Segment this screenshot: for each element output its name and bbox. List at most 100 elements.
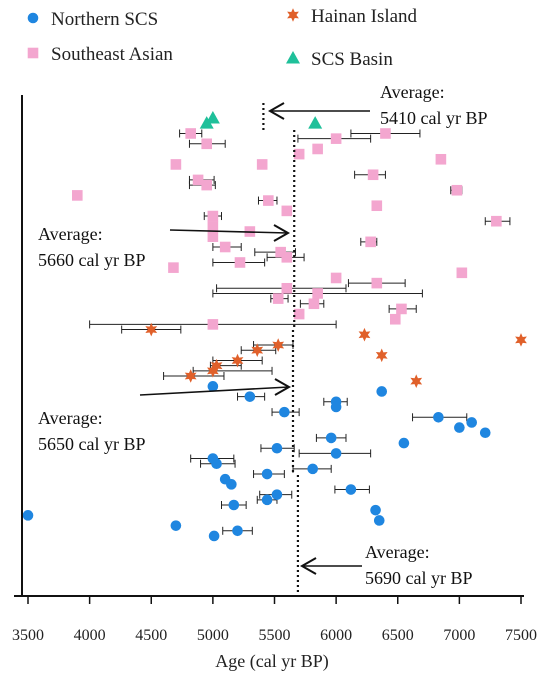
data-point [207,231,219,242]
data-point [365,236,376,248]
data-point [345,484,357,495]
average-arrow [139,386,290,396]
average-arrow [169,229,289,234]
data-point [208,530,220,542]
data-point [263,195,274,206]
data-point [330,133,342,144]
data-point [145,322,158,337]
legend-marker-square [27,47,39,59]
data-point [466,417,478,428]
data-point [325,432,337,444]
legend-label: SCS Basin [311,49,393,70]
average-value: 5660 cal yr BP [38,250,146,270]
data-point [371,200,383,212]
data-point [207,381,219,392]
data-point [185,128,196,139]
data-point [281,282,293,294]
data-point [293,308,305,320]
data-point [206,364,219,378]
data-point [261,494,273,506]
legend-marker-circle [27,12,39,24]
data-point [376,386,388,397]
arrowhead [267,102,285,120]
data-point [251,343,264,357]
data-point [307,463,319,475]
x-tick-label: 5500 [259,627,291,644]
data-point [293,148,305,160]
data-point [396,303,407,315]
data-point [210,358,223,373]
average-label: Average: [380,82,445,102]
data-point [389,313,401,325]
data-point [211,458,222,470]
data-point [228,499,240,511]
average-annotation: Average: 5690 cal yr BP [299,542,473,588]
data-point [279,406,290,418]
data-point [373,515,385,526]
x-axis-title: Age (cal yr BP) [215,651,328,672]
data-point [271,489,283,500]
arrowhead [299,557,317,575]
data-point [72,190,83,201]
data-point [371,277,383,289]
data-point [207,210,219,222]
data-point [184,369,197,383]
data-point [398,437,410,449]
data-point [308,298,320,310]
data-point [515,333,527,347]
average-value: 5690 cal yr BP [365,568,473,588]
data-point [231,353,244,368]
x-tick-label: 7000 [443,627,475,644]
x-tick-label: 3500 [12,627,44,644]
data-point [207,221,219,232]
data-point [367,169,379,181]
error-bar [216,284,347,293]
data-point [491,215,502,227]
data-point [201,179,213,191]
data-point [281,252,293,263]
x-tick-label: 6000 [320,627,352,644]
data-point [22,510,34,521]
data-point [272,338,285,352]
data-point [308,116,323,129]
data-point [456,267,468,279]
data-point [232,525,243,537]
average-label: Average: [38,224,103,244]
data-point [454,422,465,433]
arrowhead [273,224,291,242]
x-tick-label: 4000 [74,627,106,644]
data-point [226,479,237,490]
data-markers [22,111,527,542]
data-point [201,138,213,150]
data-point [244,391,256,402]
data-point [370,504,381,516]
x-tick-label: 5000 [197,627,229,644]
x-tick-label: 4500 [135,627,167,644]
average-annotation: Average: 5660 cal yr BP [38,224,291,270]
arrowhead [274,378,292,396]
data-point [479,427,491,439]
legend-marker-star [287,8,299,22]
legend-label: Southeast Asian [51,44,173,65]
average-value: 5650 cal yr BP [38,434,146,454]
data-point [375,348,388,363]
data-point [271,442,283,454]
data-point [281,205,293,217]
data-point [261,468,273,480]
average-value: 5410 cal yr BP [380,108,488,128]
data-point [330,272,342,284]
data-point [433,411,444,423]
data-point [272,293,284,304]
legend-label: Hainan Island [311,6,418,27]
error-bar [192,366,273,375]
data-point [451,184,463,196]
data-point [410,374,423,388]
average-annotation: Average: 5650 cal yr BP [38,378,292,454]
data-point [312,288,323,299]
legend-label: Northern SCS [51,9,158,30]
data-point [256,159,268,170]
average-label: Average: [365,542,430,562]
x-axis-ticks: 3500 4000 4500 5000 5500 6000 6500 7000 7500 [12,596,537,644]
data-point [435,153,447,165]
